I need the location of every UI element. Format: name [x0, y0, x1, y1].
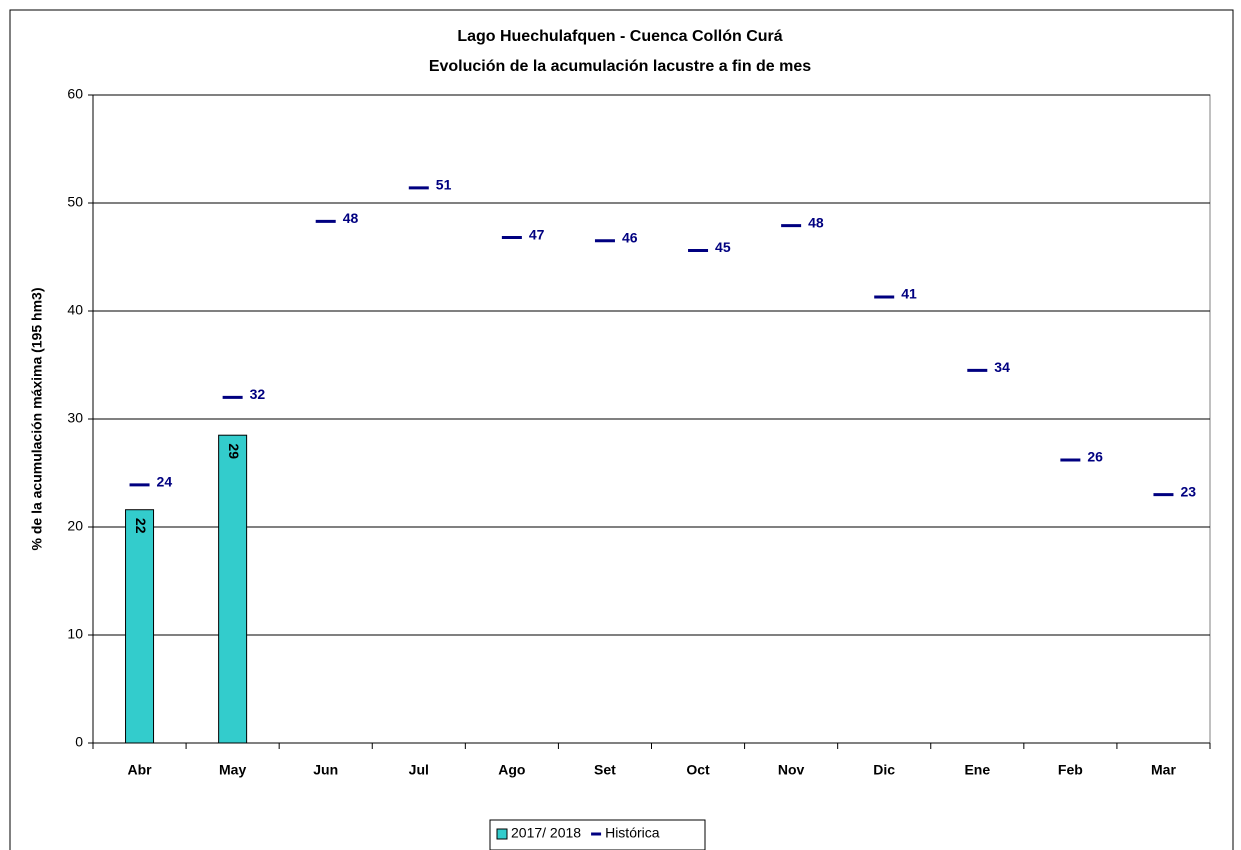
data-label: 41 [901, 286, 917, 302]
x-tick-label: Feb [1058, 762, 1083, 778]
x-tick-label: May [219, 762, 246, 778]
data-label: 24 [157, 474, 173, 490]
y-tick-label: 50 [67, 194, 83, 210]
y-tick-label: 60 [67, 86, 83, 102]
legend-swatch [496, 828, 508, 840]
data-label: 22 [133, 518, 149, 534]
x-tick-label: Ene [964, 762, 990, 778]
x-tick-label: Abr [127, 762, 152, 778]
data-label: 29 [226, 443, 242, 459]
bar [218, 434, 248, 744]
data-label: 26 [1087, 449, 1103, 465]
chart-subtitle: Evolución de la acumulación lacustre a f… [429, 58, 811, 75]
data-label: 51 [436, 177, 452, 193]
x-tick-label: Mar [1151, 762, 1176, 778]
data-label: 48 [343, 210, 359, 226]
x-tick-label: Jun [313, 762, 338, 778]
x-tick-label: Dic [873, 762, 895, 778]
data-label: 48 [808, 214, 824, 230]
chart-title: Lago Huechulafquen - Cuenca Collón Curá [457, 28, 782, 45]
x-tick-label: Oct [686, 762, 710, 778]
x-tick-label: Nov [778, 762, 805, 778]
legend-label: Histórica [605, 825, 660, 841]
data-label: 32 [250, 386, 266, 402]
y-axis-title: % de la acumulación máxima (195 hm3) [29, 288, 45, 551]
y-tick-label: 40 [67, 302, 83, 318]
y-tick-label: 30 [67, 410, 83, 426]
x-tick-label: Set [594, 762, 616, 778]
data-label: 46 [622, 230, 638, 246]
legend-label: 2017/ 2018 [511, 825, 581, 841]
y-tick-label: 20 [67, 518, 83, 534]
data-label: 45 [715, 239, 731, 255]
x-tick-label: Jul [409, 762, 429, 778]
x-tick-label: Ago [498, 762, 525, 778]
y-tick-label: 0 [75, 734, 83, 750]
data-label: 23 [1180, 483, 1196, 499]
bar [125, 509, 155, 744]
data-label: 34 [994, 359, 1010, 375]
data-label: 47 [529, 226, 545, 242]
y-tick-label: 10 [67, 626, 83, 642]
